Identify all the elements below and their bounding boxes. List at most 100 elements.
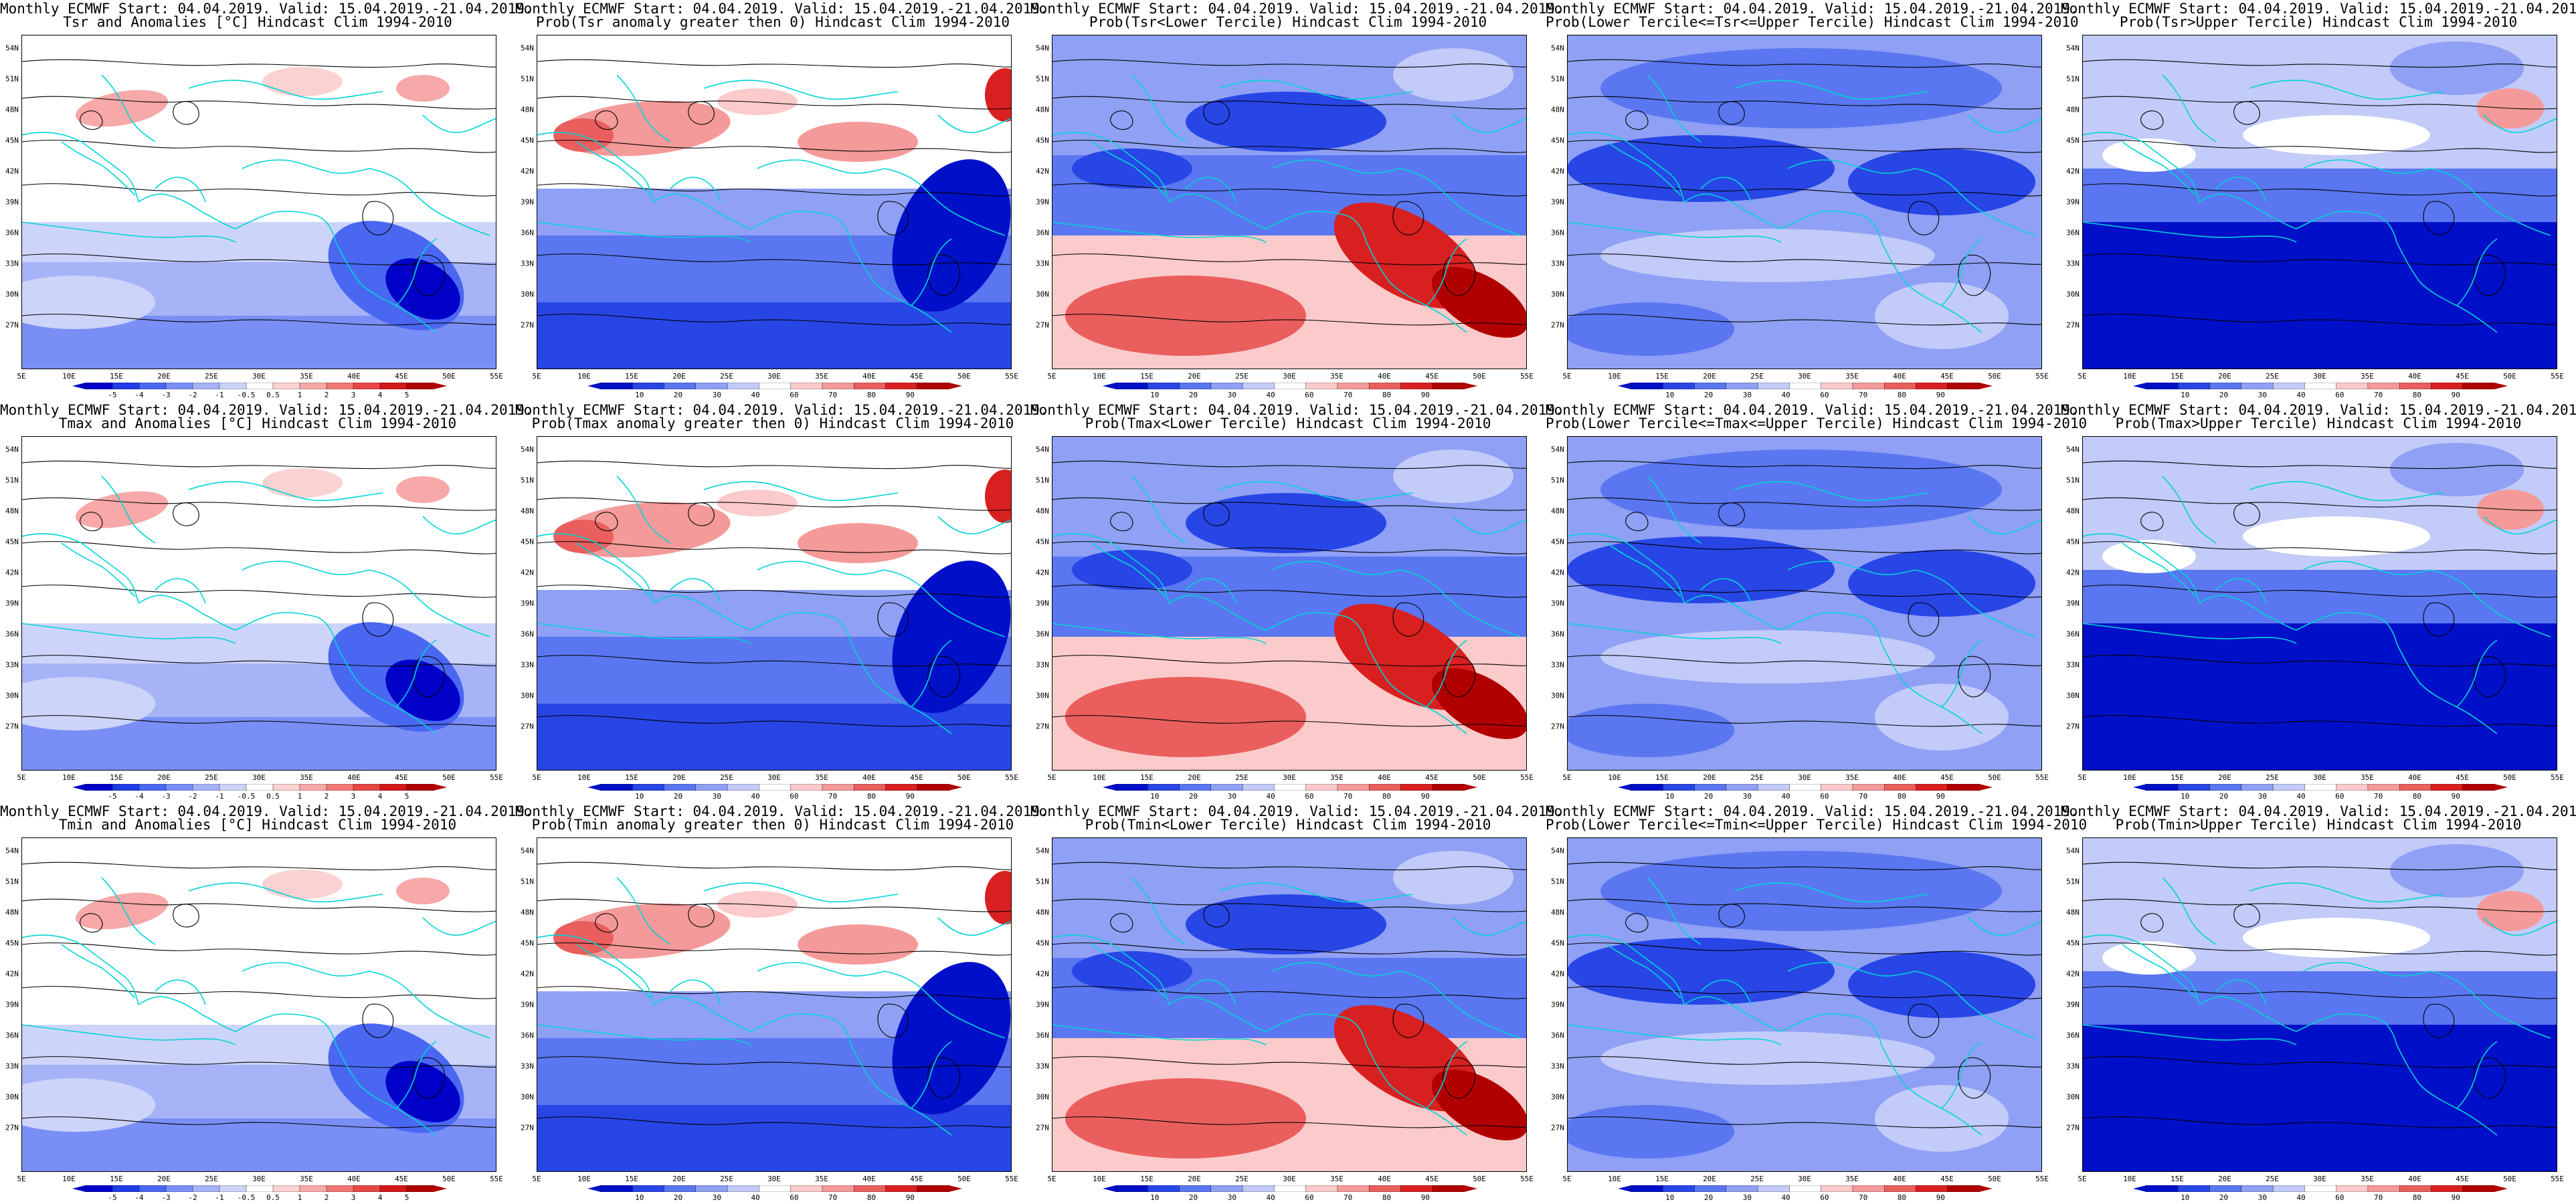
longitude-tick: 5E (1047, 773, 1056, 782)
climatology-contour (21, 497, 496, 511)
map-canvas (1567, 436, 2042, 771)
coastline (884, 168, 1006, 236)
climatology-contour (173, 502, 199, 526)
climatology-contour (2423, 1003, 2455, 1038)
coastline (2396, 643, 2498, 734)
coastline (1914, 569, 2036, 637)
colorbar-label: 90 (1420, 391, 1430, 399)
latitude-tick: 45N (1036, 136, 1049, 145)
shade-region (262, 468, 343, 498)
latitude-tick: 48N (1036, 506, 1049, 516)
colorbar-swatch (1368, 383, 1402, 389)
panel-title-line2: Prob(Lower Tercile<=Tsr<=Upper Tercile) … (1546, 14, 2079, 30)
colorbar-label: 10 (635, 1193, 644, 1202)
coastline (61, 944, 136, 999)
climatology-contour (1052, 585, 1527, 598)
longitude-tick: 30E (252, 1175, 266, 1183)
colorbar-swatch (1147, 383, 1180, 389)
climatology-contour (537, 1056, 1012, 1068)
latitude-tick: 36N (1551, 629, 1564, 639)
climatology-contour (595, 110, 618, 130)
coastline (101, 74, 156, 142)
colorbar (2133, 784, 2508, 791)
shade-region (2102, 941, 2196, 975)
latitude-tick: 48N (2066, 908, 2080, 917)
shade-band (2082, 570, 2557, 623)
climatology-contour (1567, 96, 2042, 110)
colorbar-swatch (246, 1185, 274, 1192)
colorbar-swatch (219, 383, 247, 389)
longitude-tick: 5E (1562, 1175, 1572, 1183)
climatology-contour (1052, 541, 1527, 555)
coastline (2082, 533, 2200, 604)
climatology-contour (1443, 254, 1476, 296)
longitude-tick: 15E (1140, 773, 1154, 782)
colorbar-swatch (1305, 1185, 1338, 1192)
coastline (369, 168, 490, 236)
longitude-tick: 15E (625, 372, 638, 381)
map-frame (21, 436, 496, 771)
longitude-tick: 20E (2218, 372, 2231, 381)
colorbar-swatch (2178, 383, 2211, 389)
shade-region (985, 871, 1012, 924)
latitude-tick: 33N (1036, 660, 1049, 670)
colorbar-swatch (2146, 784, 2179, 791)
colorbar-swatch (2209, 383, 2242, 389)
shade-region (262, 67, 343, 96)
coastline (21, 132, 139, 203)
longitude-tick: 40E (1893, 372, 1906, 381)
colorbar-swatch (1115, 383, 1148, 389)
colorbar-label: 80 (2412, 391, 2422, 399)
longitude-tick: 35E (300, 773, 313, 782)
colorbar-swatch (1916, 1185, 1948, 1192)
colorbar-swatch (727, 1185, 760, 1192)
longitude-tick: 55E (490, 372, 503, 381)
climatology-contour (80, 512, 103, 532)
coastline (1700, 979, 1752, 1005)
latitude-tick: 27N (1036, 1123, 1049, 1132)
latitude-tick: 45N (521, 537, 534, 546)
longitude-tick: 20E (157, 1175, 171, 1183)
latitude-tick: 42N (1551, 969, 1564, 979)
coastline (2082, 623, 2297, 644)
latitude-tick: 54N (1036, 43, 1049, 53)
panel-title-line2: Prob(Tsr anomaly greater then 0) Hindcas… (535, 14, 1010, 30)
longitude-tick: 15E (1140, 1175, 1154, 1183)
latitude-tick: 39N (521, 197, 534, 207)
coastline (1052, 221, 1267, 243)
coastline (1265, 1013, 1367, 1045)
colorbar-swatch (2399, 383, 2432, 389)
coastline (576, 542, 651, 597)
coastline (188, 481, 383, 502)
colorbar (1618, 383, 1993, 389)
colorbar-swatch (2336, 784, 2369, 791)
climatology-contour (537, 655, 1012, 667)
latitude-tick: 30N (1551, 1092, 1564, 1102)
shade-region (1567, 938, 1835, 1005)
latitude-tick: 27N (2066, 1123, 2080, 1132)
colorbar-label: 70 (1859, 391, 1868, 399)
forecast-map (21, 35, 496, 369)
coastline (757, 159, 885, 174)
longitude-tick: 10E (2123, 1175, 2136, 1183)
latitude-tick: 51N (1036, 476, 1049, 485)
latitude-tick: 39N (5, 197, 19, 207)
colorbar-label: -4 (134, 1193, 144, 1202)
colorbar-swatch (1210, 1185, 1243, 1192)
latitude-tick: 39N (2066, 599, 2080, 608)
longitude-tick: 15E (110, 773, 123, 782)
colorbar-swatch (1883, 784, 1917, 791)
coastline (1131, 476, 1186, 544)
colorbar-label: 60 (1820, 1193, 1829, 1202)
coastline (2215, 578, 2267, 604)
longitude-tick: 40E (862, 372, 876, 381)
colorbar-swatch (2431, 784, 2464, 791)
coastline (537, 1024, 751, 1045)
colorbar-label: 80 (2412, 1193, 2422, 1202)
longitude-tick: 10E (62, 372, 76, 381)
latitude-tick: 54N (521, 43, 534, 53)
longitude-tick: 20E (672, 773, 686, 782)
coastline (155, 578, 206, 604)
longitude-tick: 10E (1093, 773, 1106, 782)
panel-title-line2: Tmin and Anomalies [°C] Hindcast Clim 19… (58, 817, 457, 833)
